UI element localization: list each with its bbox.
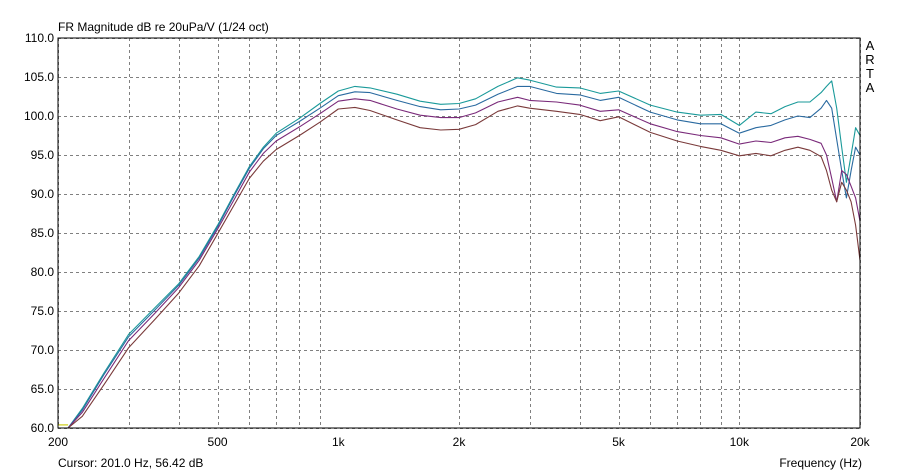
cursor-readout: Cursor: 201.0 Hz, 56.42 dB (58, 456, 203, 470)
y-tick-label: 95.0 (31, 148, 55, 162)
x-axis-label: Frequency (Hz) (779, 456, 862, 470)
y-tick-label: 75.0 (31, 304, 55, 318)
y-tick-label: 90.0 (31, 187, 55, 201)
y-tick-label: 60.0 (31, 421, 55, 435)
series-line-1 (67, 77, 861, 429)
x-tick-label: 20k (850, 435, 870, 449)
brand-letter: T (866, 66, 874, 81)
brand-letter: A (866, 80, 875, 95)
ticks: 60.0 65.0 70.0 75.0 80.0 85.0 90.0 95.0 100.0 105… (24, 31, 871, 449)
y-tick-label: 110.0 (25, 31, 54, 45)
y-tick-label: 80.0 (31, 265, 55, 279)
brand-letter: A (866, 38, 875, 53)
y-tick-label: 85.0 (31, 226, 55, 240)
series-line-2 (67, 85, 861, 429)
series-layer (58, 77, 861, 429)
x-tick-label: 200 (48, 435, 68, 449)
y-tick-label: 65.0 (31, 382, 55, 396)
x-tick-label: 5k (612, 435, 626, 449)
x-tick-label: 2k (453, 435, 467, 449)
x-tick-label: 500 (208, 435, 228, 449)
y-tick-label: 70.0 (31, 343, 55, 357)
series-line-4 (67, 105, 861, 429)
plot-frame (57, 37, 861, 429)
brand-letter: R (865, 52, 874, 67)
y-tick-label: 100.0 (24, 109, 54, 123)
series-line-3 (67, 96, 861, 429)
x-tick-label: 1k (332, 435, 346, 449)
chart-title: FR Magnitude dB re 20uPa/V (1/24 oct) (58, 20, 269, 34)
grid (58, 38, 861, 429)
y-tick-label: 105.0 (24, 70, 54, 84)
x-tick-label: 10k (730, 435, 750, 449)
